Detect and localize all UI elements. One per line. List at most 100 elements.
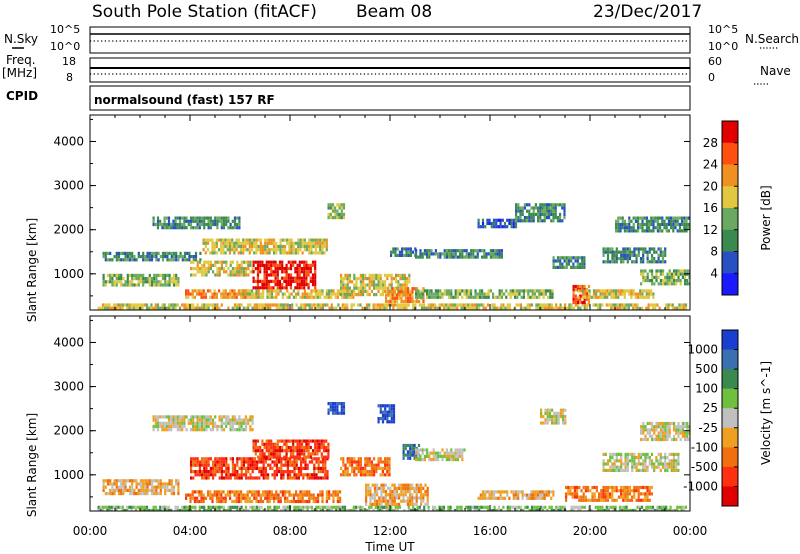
heatmap-cell: [639, 226, 642, 230]
heatmap-cell: [402, 490, 405, 494]
heatmap-cell: [256, 455, 260, 459]
heatmap-cell: [523, 216, 526, 220]
heatmap-cell: [647, 508, 650, 511]
heatmap-cell: [196, 463, 199, 467]
heatmap-cell: [389, 490, 392, 494]
heatmap-cell: [166, 280, 169, 284]
heatmap-cell: [198, 508, 201, 511]
heatmap-cell: [163, 226, 166, 230]
heatmap-cell: [128, 258, 132, 262]
heatmap-cell: [261, 248, 265, 252]
heatmap-cell: [687, 226, 690, 230]
heatmap-cell: [351, 460, 354, 464]
heatmap-cell: [303, 445, 306, 450]
heatmap-cell: [623, 229, 626, 233]
heatmap-cell: [222, 496, 225, 500]
heatmap-cell: [381, 293, 384, 297]
heatmap-cell: [542, 289, 545, 293]
heatmap-cell: [373, 457, 376, 461]
heatmap-cell: [426, 249, 429, 253]
heatmap-cell: [373, 502, 376, 506]
heatmap-cell: [215, 295, 218, 299]
heatmap-cell: [264, 460, 267, 464]
heatmap-cell: [370, 470, 373, 474]
heatmap-cell: [418, 303, 421, 307]
heatmap-cell: [338, 216, 341, 220]
heatmap-cell: [279, 238, 282, 242]
heatmap-cell: [238, 267, 241, 271]
heatmap-cell: [445, 303, 448, 307]
heatmap-cell: [454, 295, 457, 299]
heatmap-cell: [209, 238, 212, 242]
heatmap-cell: [144, 482, 147, 486]
heatmap-cell: [421, 448, 424, 452]
heatmap-cell: [159, 492, 162, 496]
heatmap-cell: [437, 454, 440, 458]
heatmap-cell: [403, 306, 406, 310]
heatmap-cell: [120, 492, 123, 496]
heatmap-cell: [648, 229, 651, 233]
heatmap-cell: [638, 505, 641, 509]
heatmap-cell: [655, 260, 658, 264]
heatmap-cell: [486, 303, 490, 307]
heatmap-cell: [381, 466, 384, 470]
heatmap-region: [565, 485, 653, 502]
heatmap-cell: [634, 292, 637, 296]
heatmap-cell: [205, 273, 208, 277]
heatmap-cell: [478, 295, 481, 299]
heatmap-cell: [508, 505, 512, 509]
heatmap-cell: [411, 299, 414, 304]
heatmap-cell: [391, 299, 394, 304]
heatmap-cell: [240, 508, 243, 511]
heatmap-cell: [673, 275, 676, 279]
heatmap-cell: [653, 260, 656, 264]
heatmap-cell: [115, 258, 118, 262]
heatmap-cell: [563, 203, 566, 207]
heatmap-cell: [665, 216, 668, 220]
heatmap-cell: [440, 303, 443, 307]
heatmap-cell: [315, 466, 318, 470]
heatmap-cell: [270, 279, 273, 283]
heatmap-cell: [240, 460, 243, 464]
heatmap-cell: [178, 421, 182, 425]
heatmap-cell: [273, 460, 276, 464]
heatmap-cell: [488, 493, 491, 497]
heatmap-cell: [218, 424, 221, 429]
heatmap-cell: [265, 276, 268, 280]
heatmap-cell: [615, 229, 618, 233]
heatmap-cell: [167, 216, 171, 220]
heatmap-cell: [233, 292, 236, 296]
heatmap-cell: [104, 479, 107, 483]
heatmap-cell: [631, 498, 634, 502]
heatmap-cell: [176, 222, 179, 227]
heatmap-cell: [258, 306, 261, 310]
heatmap-cell: [305, 439, 308, 443]
heatmap-cell: [359, 303, 362, 307]
heatmap-cell: [139, 485, 143, 489]
heatmap-cell: [588, 508, 591, 511]
heatmap-cell: [244, 424, 248, 429]
heatmap-cell: [211, 241, 214, 245]
heatmap-cell: [101, 505, 105, 509]
heatmap-cell: [334, 206, 337, 210]
heatmap-cell: [644, 492, 647, 496]
heatmap-cell: [576, 262, 579, 266]
heatmap-cell: [514, 221, 518, 226]
heatmap-cell: [402, 456, 405, 460]
heatmap-cell: [623, 292, 626, 296]
heatmap-cell: [422, 486, 425, 490]
heatmap-cell: [294, 241, 298, 245]
heatmap-cell: [621, 306, 624, 310]
heatmap-cell: [234, 476, 237, 480]
heatmap-cell: [379, 460, 382, 464]
heatmap-cell: [252, 276, 255, 280]
heatmap-cell: [251, 421, 254, 425]
heatmap-cell: [680, 306, 683, 310]
heatmap-cell: [627, 306, 630, 310]
heatmap-cell: [312, 496, 315, 500]
heatmap-cell: [328, 496, 331, 500]
heatmap-cell: [390, 404, 393, 408]
heatmap-cell: [413, 453, 416, 457]
heatmap-cell: [308, 490, 311, 494]
heatmap-cell: [439, 295, 442, 299]
